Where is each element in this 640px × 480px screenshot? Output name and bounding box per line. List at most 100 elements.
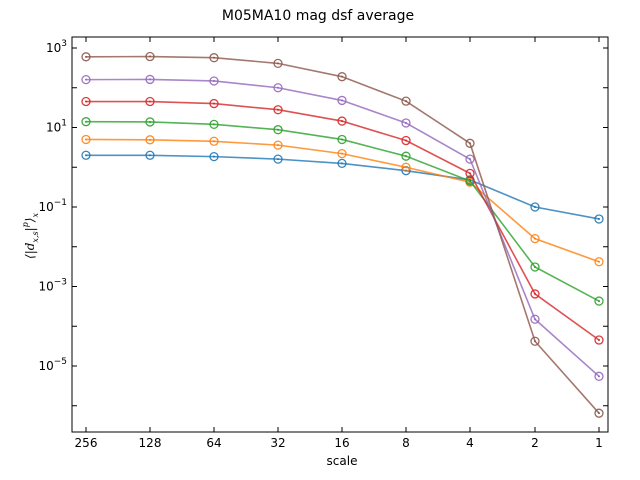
x-tick-label: 16 (334, 436, 349, 450)
data-point-center (405, 121, 407, 124)
data-point-center (405, 166, 407, 169)
x-tick-label: 4 (466, 436, 474, 450)
data-point (81, 117, 91, 127)
data-point-center (598, 217, 600, 220)
data-point-center (277, 108, 279, 111)
data-point-center (469, 180, 471, 183)
data-point (81, 96, 91, 107)
data-point-center (149, 100, 151, 103)
data-point-center (213, 155, 215, 158)
x-tick-label: 8 (402, 436, 410, 450)
data-point (81, 74, 91, 85)
data-point (209, 53, 219, 63)
y-axis: 103 101 10−1 10−3 10−5 (38, 39, 608, 407)
y-tick-label: 101 (46, 119, 67, 135)
data-point (145, 74, 155, 85)
data-point (209, 151, 219, 162)
data-point (594, 408, 604, 418)
data-point (594, 296, 604, 306)
data-point-center (405, 100, 407, 103)
data-point (465, 168, 475, 179)
data-point-center (149, 138, 151, 141)
data-point (401, 151, 411, 161)
series-line (85, 120, 600, 302)
data-point-center (341, 152, 343, 155)
data-point-center (85, 120, 87, 123)
data-point-center (277, 158, 279, 161)
data-point-center (149, 78, 151, 81)
data-point (145, 150, 155, 160)
series-line (85, 55, 600, 414)
data-point-center (405, 139, 407, 142)
data-point-center (405, 155, 407, 158)
data-point (81, 134, 91, 145)
y-tick-label: 10−5 (38, 357, 67, 373)
x-tick-label: 32 (270, 436, 285, 450)
y-tick-label: 10−3 (38, 278, 67, 294)
data-point (209, 119, 219, 130)
data-point (337, 72, 347, 82)
x-axis: 256 128 64 32 16 8 4 2 1 (75, 37, 603, 450)
data-point-center (277, 128, 279, 131)
data-point-center (534, 318, 536, 321)
data-point (594, 257, 604, 267)
data-point-center (534, 265, 536, 268)
data-point-center (341, 75, 343, 78)
data-point (465, 138, 475, 148)
data-point-center (85, 100, 87, 103)
y-axis-label: ⟨|dx,s|p⟩x (21, 213, 40, 259)
plot-area (71, 36, 609, 433)
data-point (273, 83, 283, 93)
data-point (594, 335, 604, 345)
y-tick-label: 103 (46, 39, 67, 55)
data-point-center (277, 144, 279, 147)
data-point-center (534, 237, 536, 240)
data-point-center (149, 120, 151, 123)
data-point-center (598, 260, 600, 263)
data-point-center (341, 138, 343, 141)
data-point-center (534, 340, 536, 343)
data-point-center (85, 55, 87, 58)
data-point (465, 154, 475, 164)
data-point (337, 95, 347, 106)
series-layer (81, 51, 604, 418)
data-point-center (598, 375, 600, 378)
data-point-center (85, 78, 87, 81)
x-tick-label: 64 (206, 436, 221, 450)
data-point-center (469, 172, 471, 175)
x-tick-label: 128 (139, 436, 162, 450)
data-point (401, 162, 411, 172)
data-point-center (149, 154, 151, 157)
data-point (530, 233, 540, 244)
data-point-center (598, 300, 600, 303)
series-line (86, 154, 600, 220)
data-point (594, 371, 604, 381)
data-point (530, 262, 540, 272)
data-point (530, 336, 540, 346)
data-point-center (598, 339, 600, 342)
data-point-center (277, 62, 279, 65)
x-tick-label: 2 (531, 436, 539, 450)
data-point (530, 202, 540, 212)
data-point (337, 116, 347, 126)
data-point (209, 76, 219, 86)
data-point (81, 52, 91, 62)
data-point (145, 96, 155, 107)
data-point-center (213, 56, 215, 59)
data-point-center (213, 102, 215, 105)
data-point (209, 136, 219, 146)
data-point (530, 314, 540, 324)
data-point-center (598, 412, 600, 415)
data-point-center (149, 55, 151, 58)
data-point-center (534, 206, 536, 208)
data-point (337, 148, 347, 159)
data-point (273, 140, 283, 150)
data-point-center (469, 142, 471, 145)
data-point-center (469, 158, 471, 161)
data-point (273, 154, 283, 164)
data-point (401, 96, 411, 106)
data-point (145, 135, 155, 145)
data-point-center (85, 154, 87, 157)
data-point-center (213, 123, 215, 126)
data-point (81, 150, 91, 160)
